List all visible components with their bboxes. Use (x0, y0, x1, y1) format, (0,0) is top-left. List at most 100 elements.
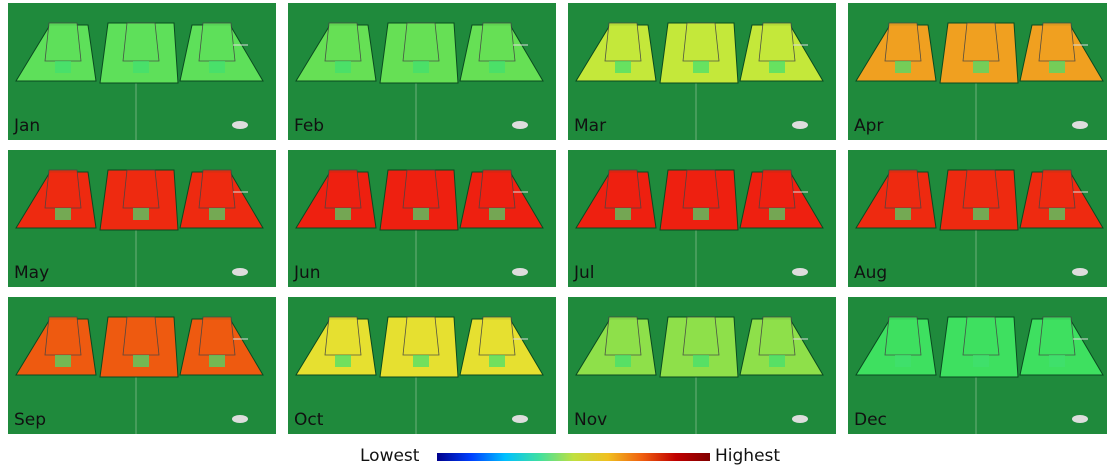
shade (133, 208, 149, 220)
pv-array (478, 316, 516, 356)
panel: Jan (8, 3, 276, 140)
month-label: Jun (293, 263, 321, 283)
pv-array (324, 22, 362, 62)
month-label: Jul (573, 263, 595, 283)
panel: May (8, 150, 276, 287)
month-label: Apr (854, 116, 883, 136)
pv-array (478, 169, 516, 209)
shade (973, 355, 989, 367)
pv-array (122, 316, 160, 356)
month-label: Sep (14, 410, 46, 430)
compass (1072, 268, 1088, 276)
shade (973, 208, 989, 220)
compass (1072, 121, 1088, 129)
pv-array (1038, 169, 1076, 209)
pv-array (682, 22, 720, 62)
shade (133, 355, 149, 367)
pv-array (962, 316, 1000, 356)
compass (512, 415, 528, 423)
shade (769, 208, 785, 220)
pv-array (122, 169, 160, 209)
pv-array (198, 316, 236, 356)
pv-array (324, 169, 362, 209)
shade (973, 61, 989, 73)
pv-array (682, 169, 720, 209)
compass (232, 121, 248, 129)
panel: Sep (8, 297, 276, 434)
panel: Dec (848, 297, 1107, 434)
shade (413, 208, 429, 220)
color-scale (437, 453, 710, 461)
shade (693, 208, 709, 220)
shade (209, 355, 225, 367)
shade (895, 208, 911, 220)
shade (1049, 355, 1065, 367)
pv-array (962, 22, 1000, 62)
shade (335, 208, 351, 220)
compass (792, 121, 808, 129)
pv-array (884, 169, 922, 209)
pv-array (758, 22, 796, 62)
pv-array (758, 169, 796, 209)
shade (1049, 61, 1065, 73)
pv-array (1038, 316, 1076, 356)
month-label: Mar (574, 116, 606, 136)
panel: Apr (848, 3, 1107, 140)
panel: Aug (848, 150, 1107, 287)
shade (413, 61, 429, 73)
pv-array (44, 316, 82, 356)
month-label: May (14, 263, 49, 283)
pv-array (44, 22, 82, 62)
shade (489, 61, 505, 73)
pv-array (122, 22, 160, 62)
shade (133, 61, 149, 73)
shade (489, 355, 505, 367)
shade (615, 355, 631, 367)
pv-array (604, 316, 642, 356)
pv-array (324, 316, 362, 356)
shade (209, 208, 225, 220)
panel: Mar (568, 3, 836, 140)
panel: Jun (288, 150, 556, 287)
shade (55, 208, 71, 220)
shade (615, 61, 631, 73)
shade (209, 61, 225, 73)
shade (335, 355, 351, 367)
compass (792, 268, 808, 276)
shade (769, 355, 785, 367)
pv-array (478, 22, 516, 62)
compass (512, 268, 528, 276)
shade (895, 61, 911, 73)
month-label: Nov (574, 410, 607, 430)
pv-array (402, 316, 440, 356)
month-label: Dec (854, 410, 887, 430)
shade (895, 355, 911, 367)
pv-array (1038, 22, 1076, 62)
pv-array (604, 22, 642, 62)
shade (693, 355, 709, 367)
compass (1072, 415, 1088, 423)
pv-array (962, 169, 1000, 209)
panel: Nov (568, 297, 836, 434)
legend-high: Highest (715, 446, 781, 466)
compass (232, 415, 248, 423)
month-label: Oct (294, 410, 324, 430)
shade (55, 355, 71, 367)
pv-array (884, 316, 922, 356)
shade (615, 208, 631, 220)
shade (769, 61, 785, 73)
panel: Jul (568, 150, 836, 287)
month-label: Aug (854, 263, 887, 283)
shade (693, 61, 709, 73)
compass (512, 121, 528, 129)
pv-array (402, 169, 440, 209)
compass (792, 415, 808, 423)
pv-array (198, 22, 236, 62)
pv-array (884, 22, 922, 62)
pv-array (402, 22, 440, 62)
panel: Oct (288, 297, 556, 434)
month-label: Feb (294, 116, 324, 136)
shade (55, 61, 71, 73)
pv-array (604, 169, 642, 209)
